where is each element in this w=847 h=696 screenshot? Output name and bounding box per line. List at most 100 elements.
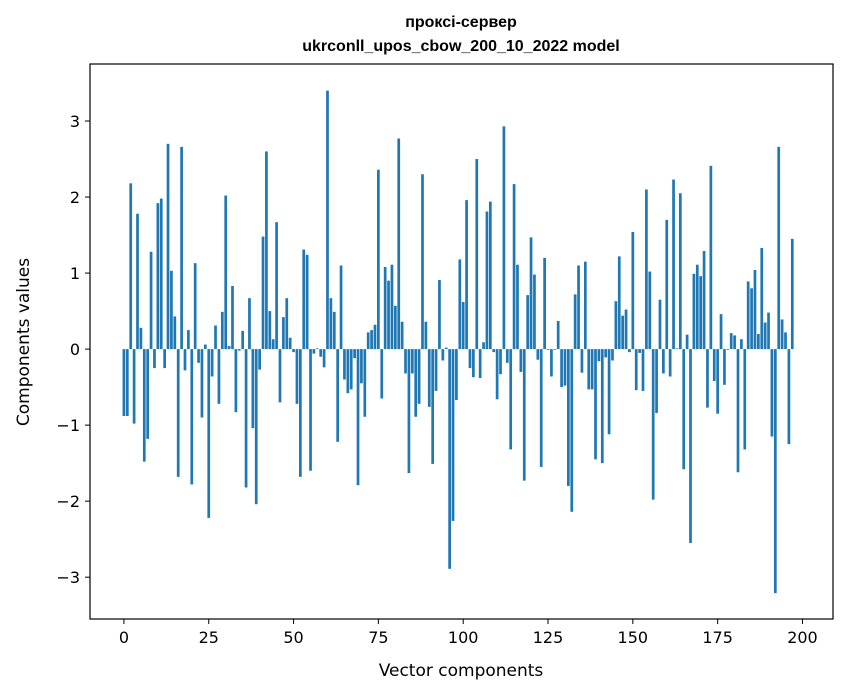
bar (658, 299, 662, 350)
bar (583, 261, 587, 350)
x-tick-label: 75 (368, 628, 388, 647)
bar (305, 254, 309, 350)
bar (244, 349, 248, 488)
bar (407, 349, 411, 474)
bar (129, 183, 133, 350)
bar (366, 332, 370, 350)
bar (400, 321, 404, 350)
bar (414, 349, 418, 417)
bar (590, 349, 594, 390)
chart-title: проксі-сервер (405, 14, 517, 31)
bar (678, 193, 682, 350)
bar (309, 349, 312, 471)
bar (193, 263, 197, 350)
x-tick-label: 125 (533, 628, 564, 647)
bar (373, 324, 377, 350)
bar (648, 271, 652, 350)
bar (200, 349, 204, 418)
y-tick-label: 3 (70, 112, 80, 131)
bar (332, 311, 336, 350)
bar (533, 274, 536, 350)
bar (560, 349, 563, 388)
bar (580, 349, 584, 373)
bar (136, 213, 139, 350)
bar (685, 334, 689, 350)
x-tick-label: 0 (119, 628, 129, 647)
y-tick-label: 2 (70, 188, 80, 207)
bar (417, 349, 421, 404)
bar (516, 264, 519, 350)
x-axis-label: Vector components (379, 661, 544, 681)
x-axis-ticks: 0 25 50 75 100 125 150 175 200 (119, 619, 818, 647)
bar (587, 349, 591, 390)
bar (600, 349, 604, 464)
bar (139, 327, 143, 350)
bar (142, 349, 146, 462)
bar (197, 349, 200, 363)
bar (543, 257, 546, 350)
bar (404, 349, 407, 374)
bar (390, 264, 394, 350)
bar (631, 232, 635, 350)
bar (251, 349, 255, 429)
bar (546, 349, 550, 350)
bar (706, 349, 709, 408)
bar (217, 349, 221, 404)
bar (757, 333, 760, 350)
bar (692, 273, 696, 350)
bar (444, 347, 448, 350)
bar (539, 349, 543, 467)
bar (509, 349, 513, 450)
bar (295, 349, 299, 404)
bar (740, 339, 743, 350)
bar (410, 349, 414, 374)
bar (261, 236, 265, 350)
bar (617, 256, 621, 350)
bar (753, 270, 757, 350)
bar (190, 349, 194, 485)
bar (383, 266, 387, 350)
bar (736, 349, 740, 473)
bar (298, 349, 302, 477)
bar (478, 349, 482, 378)
bar (231, 286, 234, 350)
bar (760, 247, 764, 350)
bar (665, 219, 669, 350)
bar (638, 349, 641, 353)
bar (258, 349, 261, 370)
bars-group (122, 90, 794, 594)
bar (282, 317, 285, 350)
bar (455, 349, 458, 401)
bar (651, 349, 655, 500)
bar (719, 314, 723, 350)
bar (214, 325, 217, 350)
bar (153, 349, 156, 369)
bar (461, 301, 465, 350)
bar (329, 298, 333, 350)
bar (237, 349, 241, 351)
bar (183, 349, 187, 371)
bar (570, 349, 574, 512)
bar (312, 349, 316, 354)
bar (377, 169, 380, 350)
bar (288, 337, 292, 350)
bar (336, 349, 340, 442)
bar (224, 195, 228, 350)
bar (322, 349, 326, 368)
bar (278, 349, 282, 403)
x-tick-label: 175 (702, 628, 733, 647)
bar (387, 280, 390, 350)
bar (499, 349, 502, 375)
bar (577, 265, 580, 350)
bar (780, 319, 784, 350)
bar (393, 305, 397, 350)
bar (451, 349, 455, 521)
bar (672, 179, 675, 350)
bar (567, 349, 570, 486)
bar (468, 349, 472, 369)
bar (156, 203, 160, 350)
bar (505, 349, 509, 363)
bar (668, 349, 672, 377)
bar (349, 349, 353, 390)
